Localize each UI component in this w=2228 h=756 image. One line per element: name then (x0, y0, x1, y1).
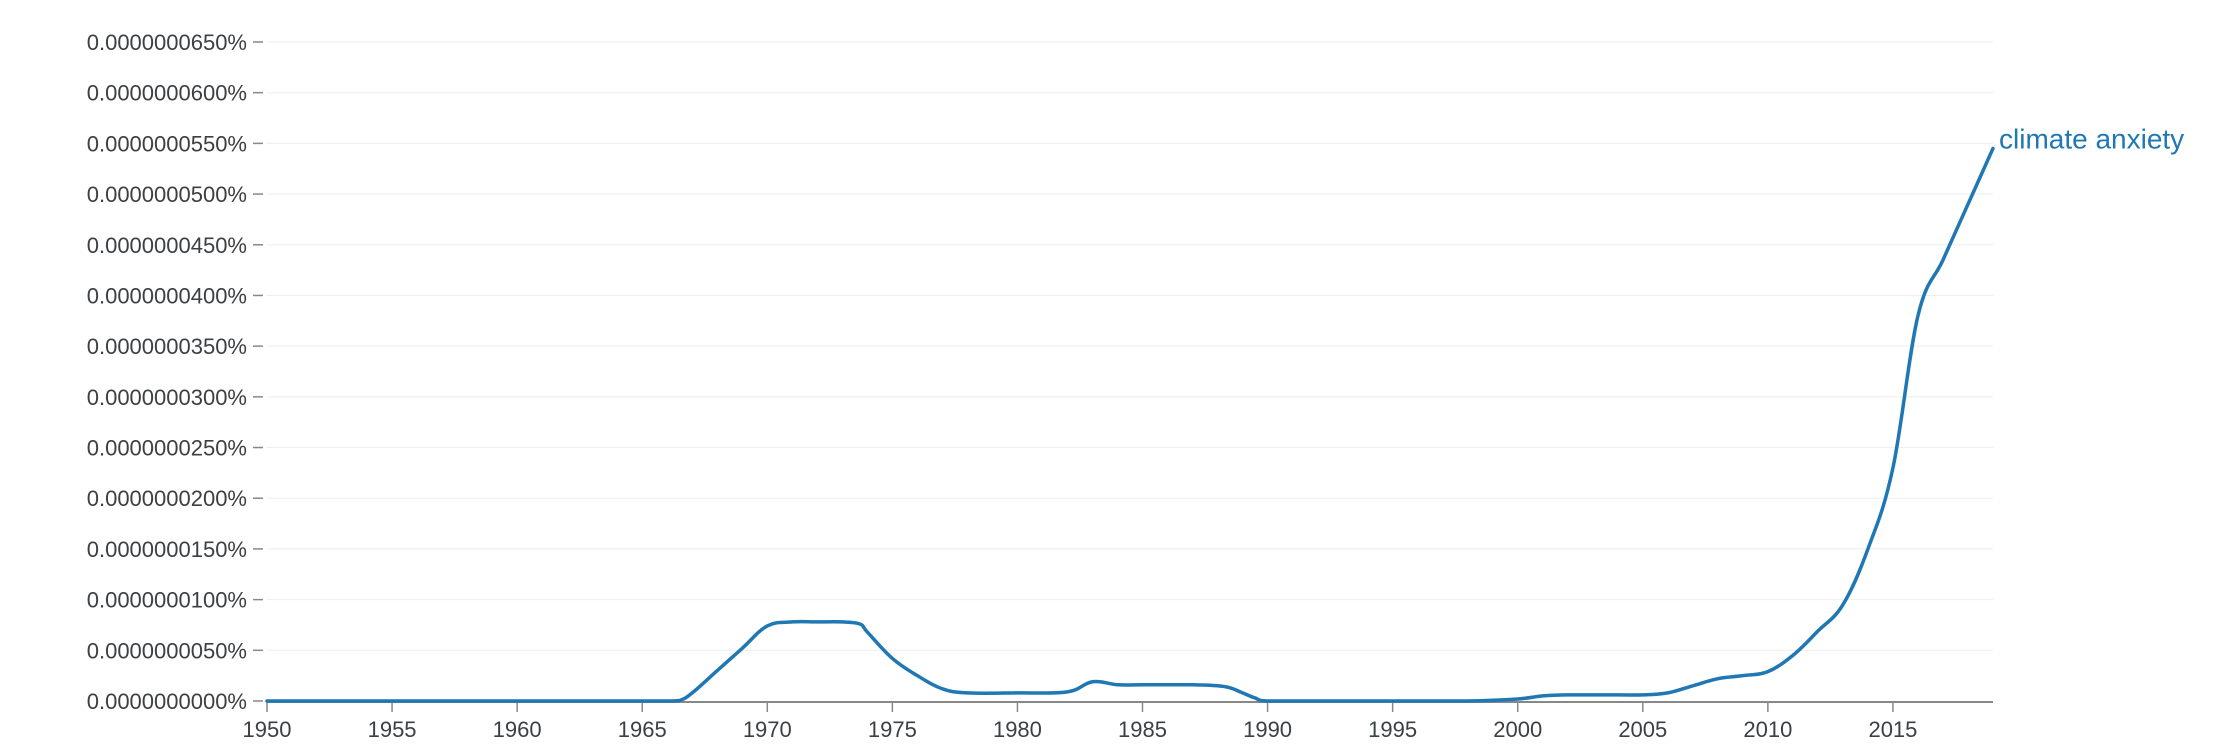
x-tick-label: 1980 (993, 717, 1042, 742)
x-tick-label: 1960 (493, 717, 542, 742)
x-tick-label: 1995 (1368, 717, 1417, 742)
y-tick-label: 0.0000000400% (87, 283, 247, 308)
x-tick-label: 2000 (1493, 717, 1542, 742)
y-axis: 0.0000000000% 0.0000000050% 0.0000000100% 0… (87, 30, 263, 714)
x-tick-label: 2010 (1743, 717, 1792, 742)
y-tick-label: 0.0000000500% (87, 182, 247, 207)
series-lines (265, 146, 1995, 703)
x-tick-label: 2015 (1868, 717, 1917, 742)
x-tick-label: 1955 (368, 717, 417, 742)
y-tick-label: 0.0000000250% (87, 436, 247, 461)
y-tick-label: 0.0000000000% (87, 689, 247, 714)
y-tick-label: 0.0000000300% (87, 385, 247, 410)
series-labels: climate anxiety (1999, 123, 2184, 154)
y-tick-label: 0.0000000650% (87, 30, 247, 55)
y-tick-label: 0.0000000200% (87, 486, 247, 511)
series-line[interactable] (265, 146, 1995, 703)
y-tick-label: 0.0000000550% (87, 131, 247, 156)
y-tick-label: 0.0000000350% (87, 334, 247, 359)
x-tick-label: 2005 (1618, 717, 1667, 742)
x-tick-label: 1985 (1118, 717, 1167, 742)
y-tick-label: 0.0000000100% (87, 588, 247, 613)
x-axis: 1950 1955 1960 1965 1970 1975 1980 1985 1990 1995… (243, 701, 1993, 742)
x-tick-label: 1950 (243, 717, 292, 742)
y-tick-label: 0.0000000450% (87, 233, 247, 258)
grid-lines (267, 41, 1993, 651)
y-tick-label: 0.0000000600% (87, 81, 247, 106)
series-label: climate anxiety (1999, 123, 2184, 154)
y-tick-label: 0.0000000150% (87, 537, 247, 562)
x-tick-label: 1970 (743, 717, 792, 742)
y-tick-label: 0.0000000050% (87, 638, 247, 663)
x-tick-label: 1965 (618, 717, 667, 742)
x-tick-label: 1975 (868, 717, 917, 742)
x-tick-label: 1990 (1243, 717, 1292, 742)
